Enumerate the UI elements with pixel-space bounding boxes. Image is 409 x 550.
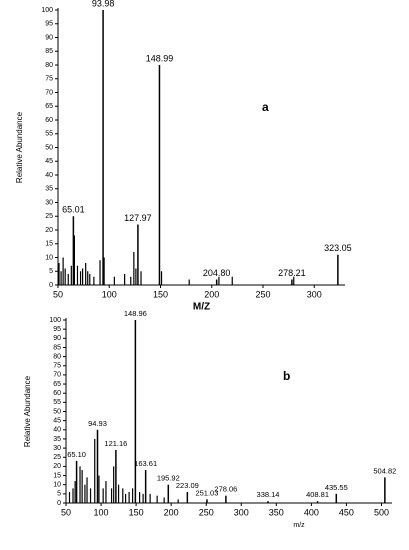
x-tick-label: 350 bbox=[269, 507, 284, 517]
y-tick-label: 25 bbox=[45, 213, 53, 220]
y-tick-label: 0 bbox=[49, 282, 53, 289]
peak-label: 223.09 bbox=[176, 481, 199, 490]
y-tick-label: 40 bbox=[53, 427, 61, 434]
y-tick-label: 95 bbox=[45, 21, 53, 28]
y-tick-label: 30 bbox=[45, 199, 53, 206]
y-tick-label: 15 bbox=[53, 472, 61, 479]
x-tick-label: 300 bbox=[234, 507, 249, 517]
peak-label: 94.93 bbox=[88, 419, 107, 428]
x-tick-label: 450 bbox=[339, 507, 354, 517]
x-tick-label: 100 bbox=[102, 289, 117, 299]
y-tick-label: 35 bbox=[53, 436, 61, 443]
y-tick-label: 55 bbox=[53, 399, 61, 406]
peak-label: 408.81 bbox=[306, 490, 329, 499]
x-tick-label: 500 bbox=[374, 507, 389, 517]
x-tick-label: 300 bbox=[307, 289, 322, 299]
y-tick-label: 5 bbox=[49, 268, 53, 275]
y-tick-label: 30 bbox=[53, 445, 61, 452]
peak-label: 148.99 bbox=[146, 53, 174, 63]
y-tick-label: 100 bbox=[41, 7, 53, 14]
peak-label: 148.96 bbox=[124, 309, 147, 318]
peak-label: 338.14 bbox=[257, 490, 280, 499]
y-axis-label: Relative Abundance bbox=[23, 375, 32, 447]
y-tick-label: 10 bbox=[45, 254, 53, 261]
y-tick-label: 65 bbox=[45, 103, 53, 110]
y-tick-label: 50 bbox=[53, 408, 61, 415]
peak-label: 278.06 bbox=[214, 485, 237, 494]
x-tick-label: 150 bbox=[153, 289, 168, 299]
x-tick-label: 250 bbox=[255, 289, 270, 299]
y-tick-label: 45 bbox=[53, 417, 61, 424]
y-tick-label: 60 bbox=[45, 117, 53, 124]
y-tick-label: 10 bbox=[53, 482, 61, 489]
peak-label: 65.10 bbox=[67, 450, 86, 459]
peak-label: 504.82 bbox=[373, 466, 396, 475]
peak-label: 323.05 bbox=[324, 243, 352, 253]
y-tick-label: 65 bbox=[53, 381, 61, 388]
y-axis-label: Relative Abundance bbox=[15, 111, 24, 183]
y-tick-label: 55 bbox=[45, 131, 53, 138]
x-tick-label: 50 bbox=[53, 289, 63, 299]
y-tick-label: 85 bbox=[53, 344, 61, 351]
y-tick-label: 20 bbox=[45, 227, 53, 234]
peak-label: 121.16 bbox=[104, 439, 127, 448]
x-tick-label: 400 bbox=[304, 507, 319, 517]
y-tick-label: 70 bbox=[45, 89, 53, 96]
x-tick-label: 150 bbox=[129, 507, 144, 517]
y-tick-label: 40 bbox=[45, 172, 53, 179]
peak-label: 251.03 bbox=[195, 488, 218, 497]
y-tick-label: 25 bbox=[53, 454, 61, 461]
y-tick-label: 45 bbox=[45, 158, 53, 165]
x-axis-label: m/z bbox=[293, 522, 305, 529]
y-tick-label: 90 bbox=[53, 335, 61, 342]
y-tick-label: 0 bbox=[57, 500, 61, 507]
y-tick-label: 100 bbox=[49, 317, 61, 324]
y-tick-label: 80 bbox=[45, 62, 53, 69]
y-tick-label: 5 bbox=[57, 491, 61, 498]
x-tick-label: 200 bbox=[164, 507, 179, 517]
x-tick-label: 100 bbox=[94, 507, 109, 517]
peak-label: 435.55 bbox=[325, 483, 348, 492]
peak-label: 195.92 bbox=[157, 474, 180, 483]
y-tick-label: 85 bbox=[45, 48, 53, 55]
y-tick-label: 75 bbox=[53, 363, 61, 370]
y-tick-label: 90 bbox=[45, 34, 53, 41]
peak-label: 204.80 bbox=[203, 268, 231, 278]
y-tick-label: 35 bbox=[45, 186, 53, 193]
y-tick-label: 75 bbox=[45, 76, 53, 83]
y-tick-label: 80 bbox=[53, 353, 61, 360]
panel-label: a bbox=[262, 100, 269, 114]
peak-label: 127.97 bbox=[124, 213, 152, 223]
y-tick-label: 20 bbox=[53, 463, 61, 470]
peak-label: 65.01 bbox=[62, 205, 85, 215]
peak-label: 93.98 bbox=[92, 0, 115, 8]
x-tick-label: 50 bbox=[61, 507, 71, 517]
peak-label: 163.61 bbox=[134, 459, 157, 468]
x-axis-label: M/Z bbox=[193, 302, 210, 313]
x-tick-label: 200 bbox=[204, 289, 219, 299]
y-tick-label: 95 bbox=[53, 326, 61, 333]
y-tick-label: 60 bbox=[53, 390, 61, 397]
panel-label: b bbox=[283, 369, 290, 383]
x-tick-label: 250 bbox=[199, 507, 214, 517]
peak-label: 278.21 bbox=[278, 268, 306, 278]
y-tick-label: 50 bbox=[45, 144, 53, 151]
y-tick-label: 15 bbox=[45, 241, 53, 248]
y-tick-label: 70 bbox=[53, 372, 61, 379]
